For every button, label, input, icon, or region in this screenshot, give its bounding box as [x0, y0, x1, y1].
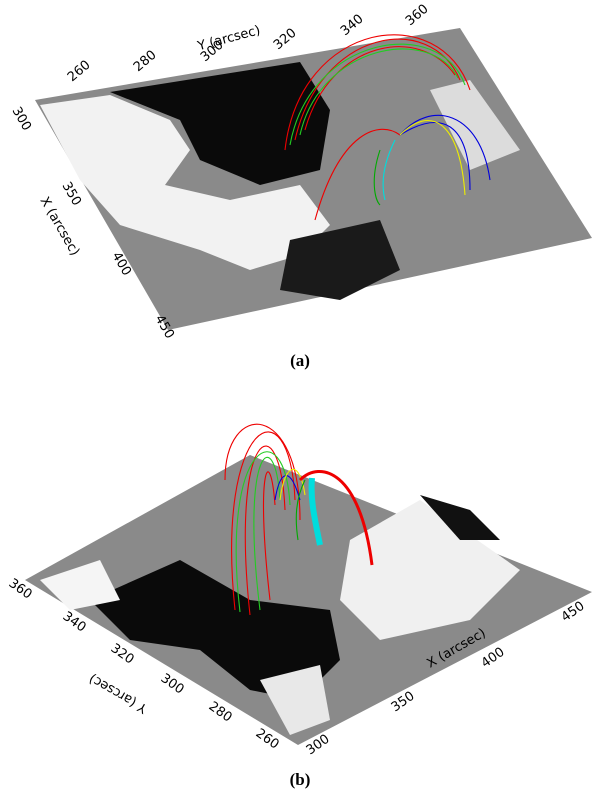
- negative-polarity: [90, 560, 340, 700]
- tick-label: 300: [9, 105, 34, 134]
- negative-polarity: [420, 495, 500, 540]
- tick-label: 320: [108, 641, 137, 668]
- tick-label: 280: [131, 48, 160, 75]
- tick-label: 320: [271, 26, 300, 53]
- axis-label: Y (arcsec): [87, 670, 151, 716]
- tick-label: 260: [65, 58, 94, 85]
- tick-label: 350: [59, 180, 84, 209]
- panel-b: Y (arcsec) 360 340 320 300 280 260 X (ar…: [6, 423, 592, 789]
- panel-a: Y (arcsec) 260 280 300 320 340 360 X (ar…: [9, 2, 592, 370]
- positive-polarity: [340, 500, 520, 640]
- positive-polarity: [260, 665, 330, 735]
- field-lines: [284, 34, 491, 221]
- caption: (b): [290, 770, 311, 789]
- positive-polarity: [40, 560, 120, 610]
- tick-label: 340: [338, 12, 367, 39]
- negative-polarity: [280, 220, 400, 300]
- positive-polarity: [430, 80, 520, 170]
- magnetogram: [25, 455, 592, 745]
- negative-polarity: [110, 62, 330, 185]
- caption: (a): [290, 351, 310, 370]
- tick-label: 400: [479, 645, 508, 672]
- positive-polarity: [40, 95, 330, 270]
- field-lines: [224, 423, 374, 616]
- tick-label: 360: [403, 2, 432, 29]
